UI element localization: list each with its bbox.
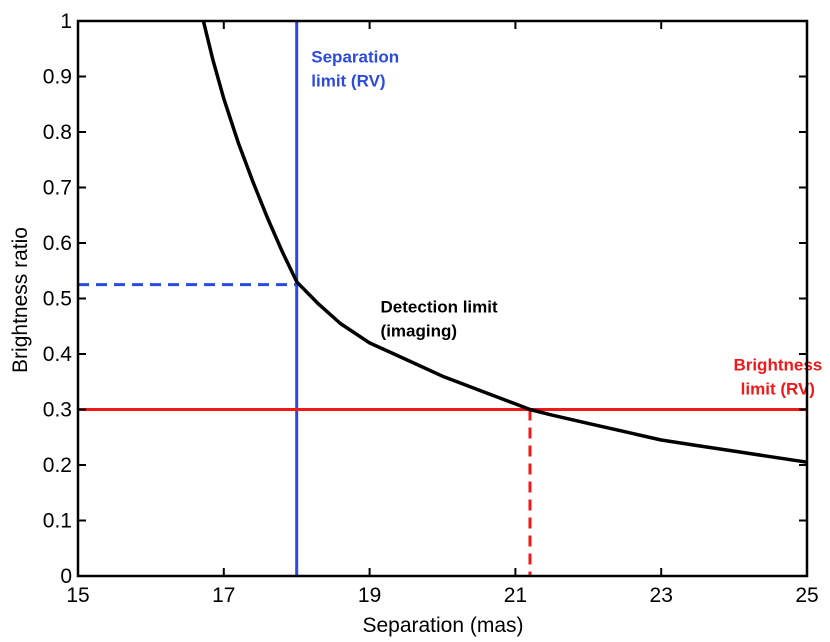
annotation-1: Detection limit (imaging) — [381, 297, 498, 340]
y-tick-label: 0.7 — [43, 177, 72, 200]
x-tick-label: 17 — [212, 584, 235, 607]
x-axis-title: Separation (mas) — [362, 614, 523, 637]
x-tick-label: 19 — [358, 584, 381, 607]
annotation-line: Brightness — [733, 356, 822, 375]
annotation-line: Detection limit — [381, 297, 498, 316]
y-tick-label: 0.3 — [43, 399, 72, 422]
y-tick-label: 0.4 — [43, 343, 73, 366]
annotation-line: (imaging) — [381, 321, 458, 340]
y-tick-label: 1 — [60, 10, 72, 33]
annotation-2: Brightness limit (RV) — [733, 356, 822, 399]
y-tick-label: 0.1 — [43, 510, 72, 533]
annotation-0: Separation limit (RV) — [311, 48, 399, 91]
y-tick-label: 0.9 — [43, 66, 72, 89]
x-tick-label: 23 — [650, 584, 673, 607]
detection-limit-curve — [201, 20, 808, 464]
annotation-line: limit (RV) — [311, 72, 385, 91]
y-tick-label: 0.5 — [43, 288, 72, 311]
annotation-line: Separation — [311, 48, 399, 67]
y-tick-label: 0.8 — [43, 121, 72, 144]
x-tick-label: 25 — [795, 584, 818, 607]
annotation-line: limit (RV) — [741, 380, 815, 399]
y-axis-title: Brightness ratio — [9, 227, 32, 373]
x-tick-label: 21 — [504, 584, 527, 607]
y-tick-label: 0.2 — [43, 454, 72, 477]
y-tick-label: 0.6 — [43, 232, 72, 255]
y-tick-label: 0 — [60, 565, 72, 588]
x-tick-label: 15 — [66, 584, 89, 607]
